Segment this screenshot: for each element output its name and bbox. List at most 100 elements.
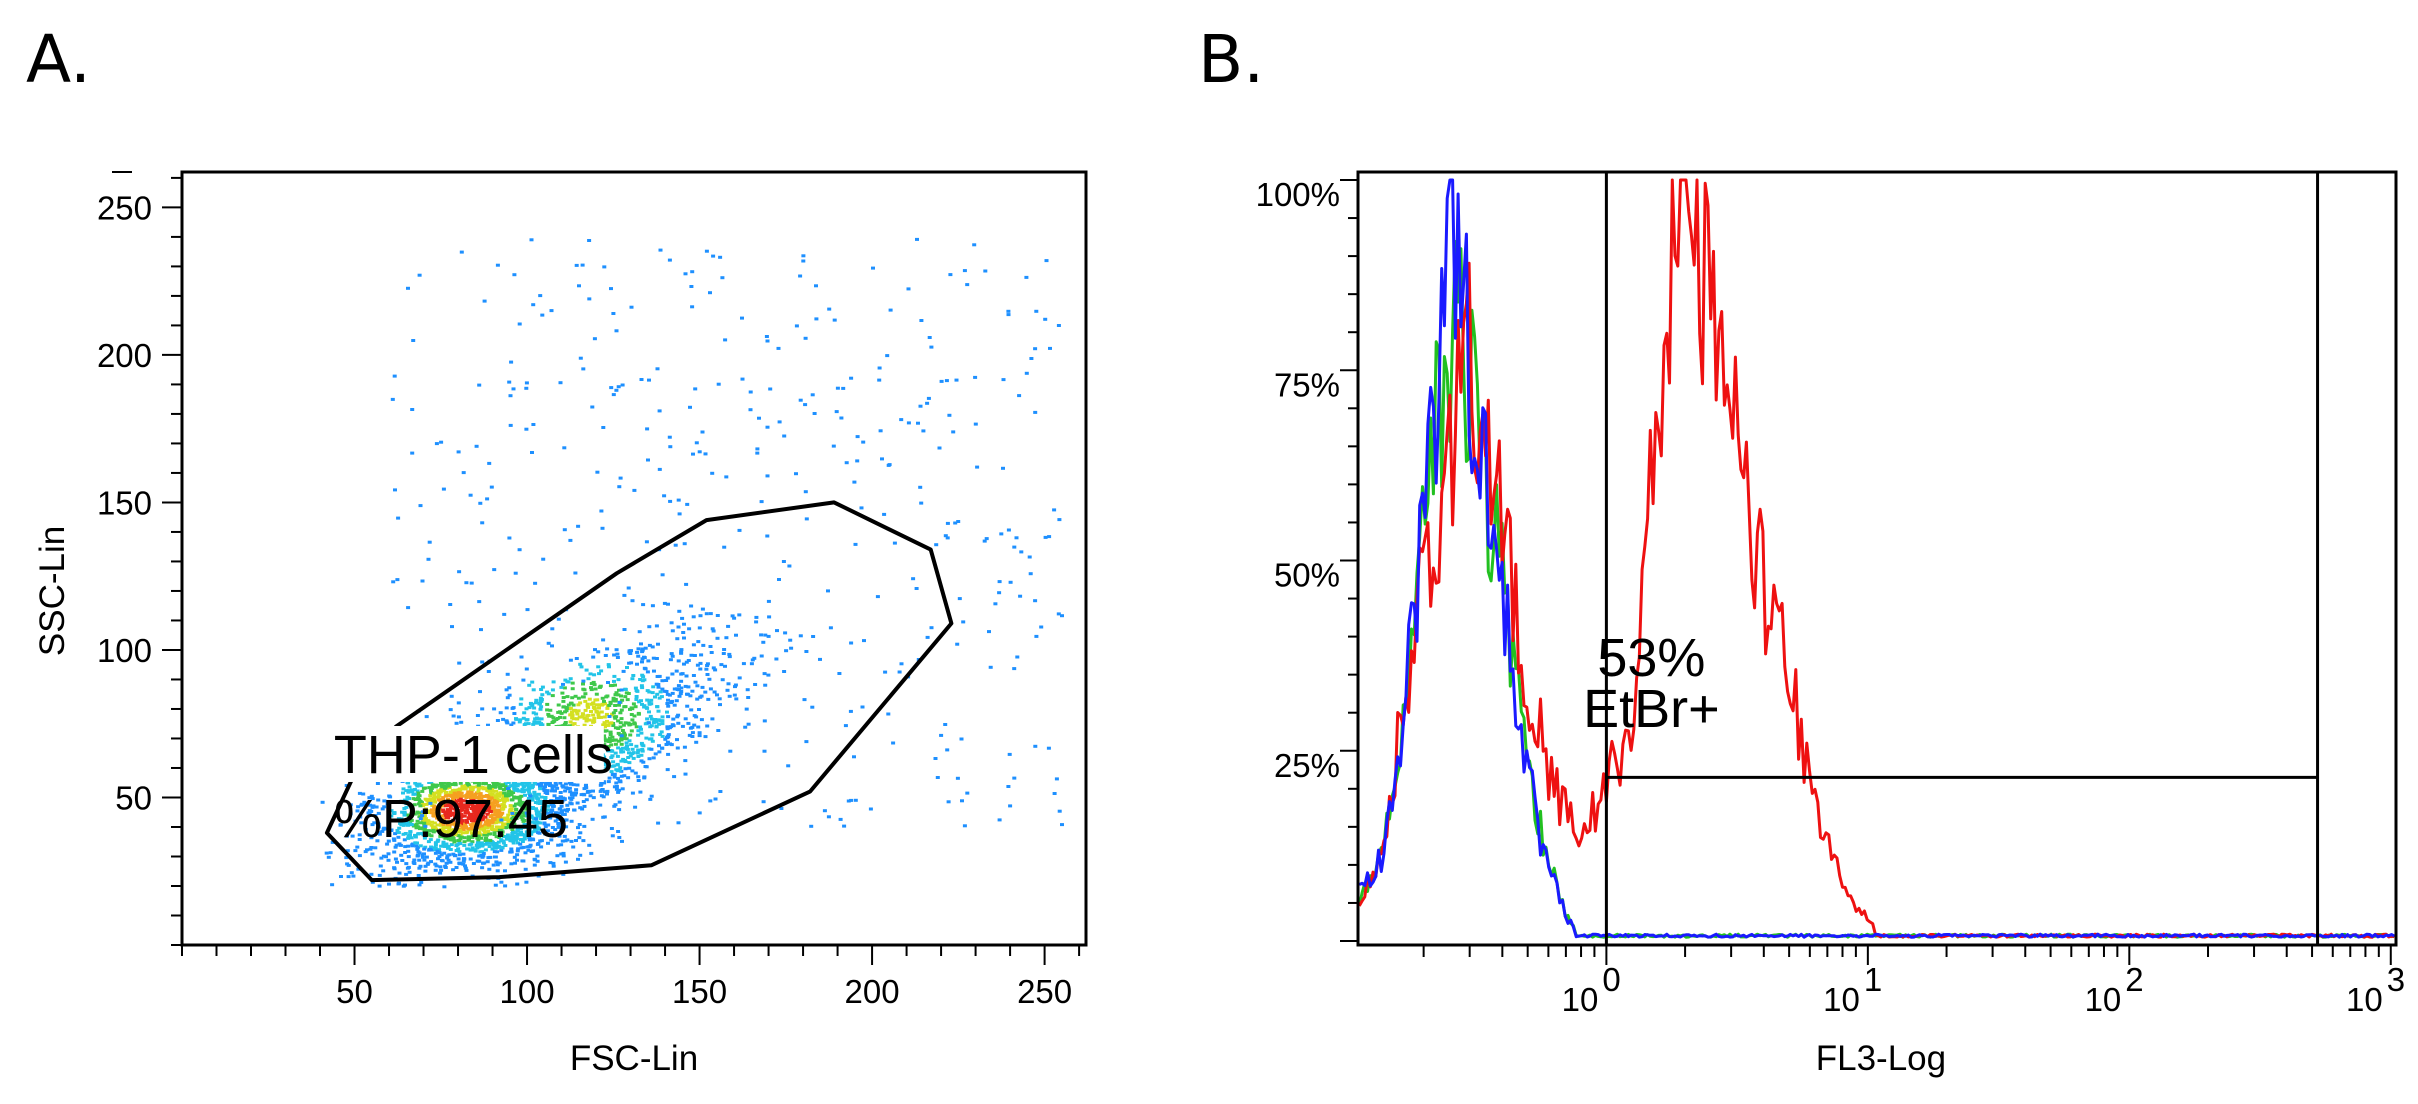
scatter-point — [468, 848, 473, 852]
scatter-point — [788, 638, 793, 642]
scatter-point — [457, 838, 462, 842]
scatter-point — [438, 781, 443, 785]
scatter-point — [442, 784, 447, 788]
scatter-point — [511, 791, 516, 794]
scatter-point — [418, 817, 423, 821]
scatter-point — [454, 866, 459, 869]
scatter-point — [657, 674, 662, 678]
scatter-point — [406, 814, 411, 817]
scatter-point — [395, 578, 400, 582]
scatter-point — [765, 474, 770, 478]
scatter-point — [527, 706, 532, 710]
scatter-point — [404, 789, 409, 793]
scatter-point — [718, 790, 723, 793]
scatter-point — [418, 821, 423, 825]
scatter-point — [406, 286, 410, 290]
scatter-point — [488, 838, 493, 842]
scatter-point — [568, 538, 573, 542]
scatter-point — [744, 707, 749, 711]
scatter-point — [743, 725, 748, 729]
scatter-point — [491, 863, 496, 867]
scatter-point — [440, 814, 444, 818]
scatter-point — [459, 250, 464, 254]
scatter-point — [953, 521, 958, 525]
scatter-point — [538, 699, 543, 703]
scatter-point — [450, 838, 455, 842]
scatter-point — [396, 835, 401, 839]
scatter-point — [494, 860, 499, 864]
x-tick-label: 250 — [1017, 973, 1072, 1010]
scatter-point — [483, 842, 488, 846]
scatter-point — [579, 665, 584, 669]
scatter-point — [933, 757, 938, 760]
scatter-point — [470, 818, 475, 822]
scatter-point — [654, 624, 659, 628]
scatter-point — [596, 665, 601, 669]
scatter-point — [409, 811, 414, 815]
scatter-point — [466, 783, 471, 787]
scatter-point — [512, 273, 517, 277]
scatter-point — [550, 786, 555, 790]
scatter-point — [476, 834, 481, 838]
scatter-point — [748, 408, 753, 412]
scatter-point — [585, 714, 590, 718]
scatter-point — [487, 806, 492, 810]
scatter-point — [737, 528, 742, 532]
scatter-point — [506, 813, 511, 817]
scatter-point — [443, 804, 448, 808]
scatter-point — [619, 737, 624, 741]
scatter-point — [798, 398, 803, 402]
scatter-point — [450, 835, 455, 839]
scatter-point — [603, 725, 607, 729]
scatter-point — [445, 808, 450, 812]
scatter-point — [355, 845, 360, 849]
scatter-point — [649, 737, 654, 741]
scatter-point — [660, 722, 665, 726]
scatter-point — [616, 790, 621, 794]
scatter-point — [601, 815, 606, 819]
scatter-point — [665, 692, 670, 696]
scatter-point — [550, 688, 555, 692]
scatter-point — [524, 788, 529, 792]
scatter-point — [627, 661, 632, 665]
scatter-point — [389, 814, 394, 818]
scatter-point — [499, 880, 504, 884]
scatter-point — [897, 670, 902, 674]
scatter-point — [713, 797, 718, 801]
scatter-point — [708, 612, 713, 616]
scatter-point — [659, 730, 664, 734]
scatter-point — [676, 821, 681, 825]
scatter-point — [358, 815, 363, 819]
scatter-point — [688, 405, 692, 409]
scatter-point — [789, 646, 794, 650]
scatter-point — [440, 802, 445, 806]
scatter-point — [495, 850, 500, 854]
scatter-point — [490, 788, 495, 791]
scatter-point — [574, 263, 579, 267]
scatter-point — [435, 849, 440, 853]
scatter-point — [843, 724, 848, 728]
scatter-point — [672, 775, 677, 779]
scatter-point — [486, 670, 491, 673]
scatter-point — [576, 696, 581, 700]
scatter-point — [436, 797, 441, 801]
scatter-point — [486, 829, 491, 833]
scatter-point — [594, 703, 599, 707]
scatter-point — [393, 488, 397, 492]
scatter-point — [510, 811, 515, 815]
scatter-point — [604, 712, 609, 716]
scatter-point — [415, 810, 420, 814]
scatter-point — [545, 708, 550, 712]
scatter-point — [640, 660, 644, 664]
scatter-point — [677, 688, 681, 692]
scatter-point — [410, 408, 415, 411]
scatter-point — [636, 647, 641, 651]
scatter-point — [590, 405, 595, 409]
scatter-point — [481, 811, 486, 815]
scatter-point — [338, 823, 343, 827]
scatter-point — [406, 844, 411, 848]
scatter-point — [603, 790, 607, 794]
scatter-point — [513, 812, 518, 815]
scatter-point — [384, 855, 388, 859]
scatter-point — [818, 657, 822, 661]
